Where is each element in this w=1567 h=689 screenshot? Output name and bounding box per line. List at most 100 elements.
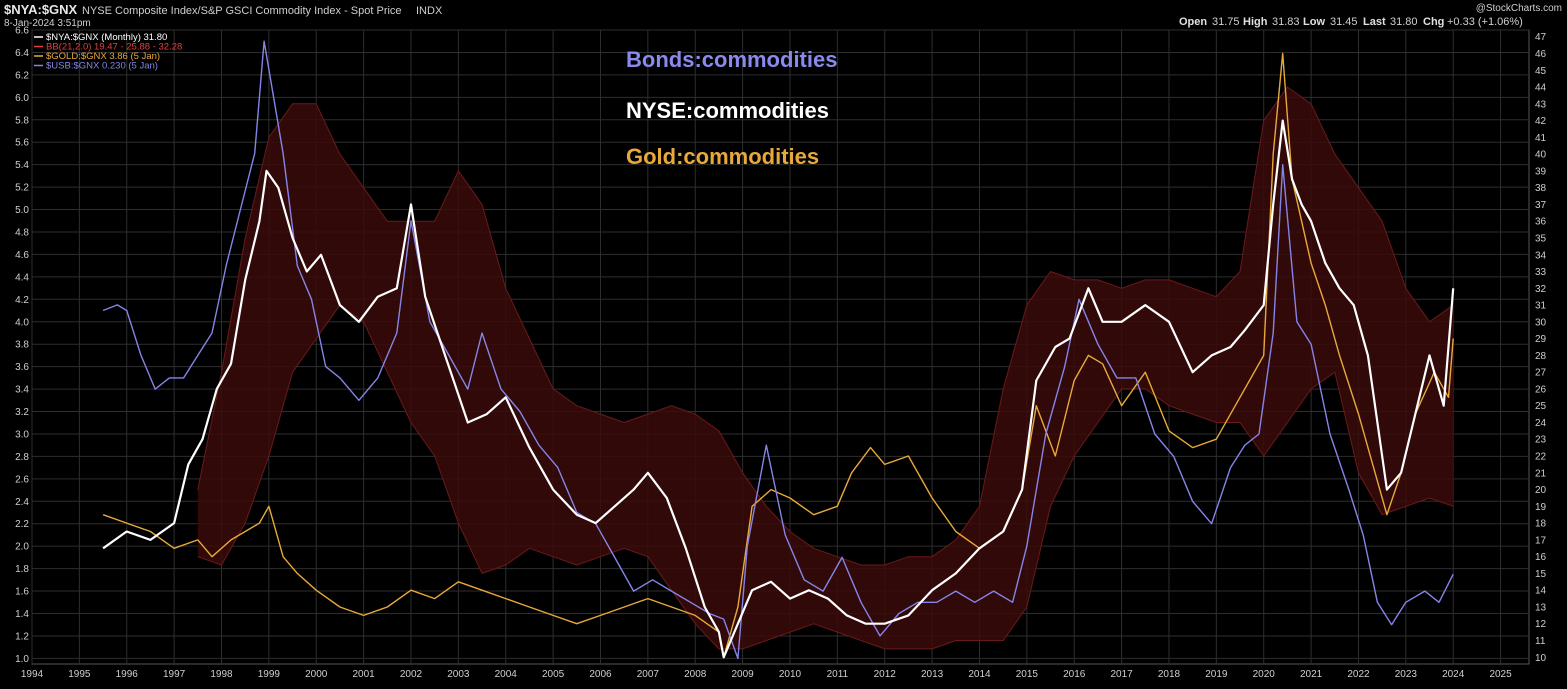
x-tick-label: 2020 [1253,669,1276,680]
legend-entry: $NYA:$GNX (Monthly) 31.80 [46,32,167,43]
y-left-tick-label: 4.2 [15,295,29,306]
last-value: 31.80 [1390,16,1418,28]
y-right-tick-label: 29 [1535,334,1547,345]
y-left-tick-label: 6.0 [15,93,29,104]
x-tick-label: 2005 [542,669,565,680]
y-right-tick-label: 32 [1535,284,1547,295]
y-left-tick-label: 4.6 [15,250,29,261]
y-right-tick-label: 43 [1535,99,1547,110]
y-right-tick-label: 20 [1535,485,1547,496]
y-left-tick-label: 4.0 [15,317,29,328]
y-right-tick-label: 21 [1535,468,1547,479]
y-left-tick-label: 4.8 [15,227,29,238]
annotation-nyse: NYSE:commodities [626,98,829,123]
annotation-bonds: Bonds:commodities [626,47,837,72]
y-left-tick-label: 6.2 [15,70,29,81]
legend-entry: BB(21,2.0) 19.47 - 25.88 - 32.28 [46,42,182,53]
y-right-tick-label: 40 [1535,150,1547,161]
x-tick-label: 2004 [495,669,518,680]
x-tick-label: 2002 [400,669,423,680]
series-nya-line [102,119,1455,659]
y-left-tick-label: 1.8 [15,564,29,575]
y-right-tick-label: 42 [1535,116,1547,127]
y-left-tick-label: 2.4 [15,497,29,508]
y-right-tick-label: 47 [1535,32,1547,43]
open-value: 31.75 [1212,16,1240,28]
x-tick-label: 2018 [1158,669,1181,680]
y-axis-right: 10 11 12 13 14 15 16 17 18 19 20 21 22 23 24 25 26 27 28 29… [1535,32,1547,664]
y-right-tick-label: 22 [1535,452,1547,463]
y-left-tick-label: 5.2 [15,183,29,194]
y-left-tick-label: 6.6 [15,26,29,37]
low-label: Low [1303,16,1325,28]
chart-date: 8-Jan-2024 3:51pm [4,18,91,29]
chg-label: Chg [1423,16,1444,28]
open-label: Open [1179,16,1207,28]
x-tick-label: 2011 [827,669,849,680]
x-tick-label: 2016 [1063,669,1086,680]
x-tick-label: 2007 [637,669,660,680]
y-right-tick-label: 44 [1535,83,1547,94]
y-axis-left: 1.0 1.2 1.4 1.6 1.8 2.0 2.2 2.4 2.6 2.8 3.0 3.2 3.4 3… [15,26,29,665]
x-tick-label: 1995 [68,669,91,680]
y-right-tick-label: 11 [1535,636,1546,647]
y-left-tick-label: 1.4 [15,609,29,620]
y-right-tick-label: 35 [1535,233,1547,244]
bollinger-band [197,87,1454,649]
y-right-tick-label: 13 [1535,602,1547,613]
chg-value: +0.33 (+1.06%) [1447,16,1523,28]
x-tick-label: 2003 [447,669,470,680]
x-tick-label: 2013 [921,669,944,680]
high-value: 31.83 [1272,16,1300,28]
y-right-tick-label: 27 [1535,368,1547,379]
y-left-tick-label: 5.8 [15,115,29,126]
last-label: Last [1363,16,1386,28]
y-right-tick-label: 12 [1535,619,1547,630]
x-tick-label: 1998 [210,669,233,680]
y-left-tick-label: 3.0 [15,429,29,440]
y-left-tick-label: 2.8 [15,452,29,463]
y-right-tick-label: 18 [1535,519,1547,530]
y-right-tick-label: 39 [1535,166,1547,177]
series-bonds-line [102,40,1454,660]
chart-exchange: INDX [416,5,443,17]
y-right-tick-label: 38 [1535,183,1547,194]
y-left-tick-label: 5.6 [15,138,29,149]
y-left-tick-label: 2.2 [15,519,29,530]
x-tick-label: 2006 [589,669,612,680]
y-right-tick-label: 34 [1535,250,1547,261]
x-tick-label: 2000 [305,669,328,680]
y-right-tick-label: 24 [1535,418,1547,429]
y-right-tick-label: 25 [1535,401,1547,412]
y-right-tick-label: 45 [1535,66,1547,77]
low-value: 31.45 [1330,16,1358,28]
x-tick-label: 2023 [1395,669,1418,680]
y-right-tick-label: 16 [1535,552,1547,563]
x-tick-label: 2010 [779,669,802,680]
y-left-tick-label: 2.6 [15,474,29,485]
x-tick-label: 1994 [21,669,44,680]
bollinger-band-fill [197,87,1454,649]
legend-entry: $GOLD:$GNX 3.86 (5 Jan) [46,51,160,62]
x-tick-label: 1996 [116,669,139,680]
y-left-tick-label: 6.4 [15,48,29,59]
x-tick-label: 2022 [1347,669,1370,680]
y-right-tick-label: 30 [1535,317,1547,328]
y-left-tick-label: 1.0 [15,654,29,665]
high-label: High [1243,16,1268,28]
y-left-tick-label: 5.4 [15,160,29,171]
bollinger-lower-line [197,304,1454,650]
annotation-gold: Gold:commodities [626,144,819,169]
x-tick-label: 2024 [1442,669,1465,680]
y-left-tick-label: 1.6 [15,587,29,598]
y-right-tick-label: 37 [1535,200,1547,211]
y-right-tick-label: 10 [1535,653,1547,664]
y-right-tick-label: 26 [1535,384,1547,395]
y-left-tick-label: 2.0 [15,542,29,553]
y-left-tick-label: 5.0 [15,205,29,216]
ohlc-readout: Open 31.75 High 31.83 Low 31.45 Last 31.… [1179,16,1523,28]
x-tick-label: 1997 [163,669,186,680]
